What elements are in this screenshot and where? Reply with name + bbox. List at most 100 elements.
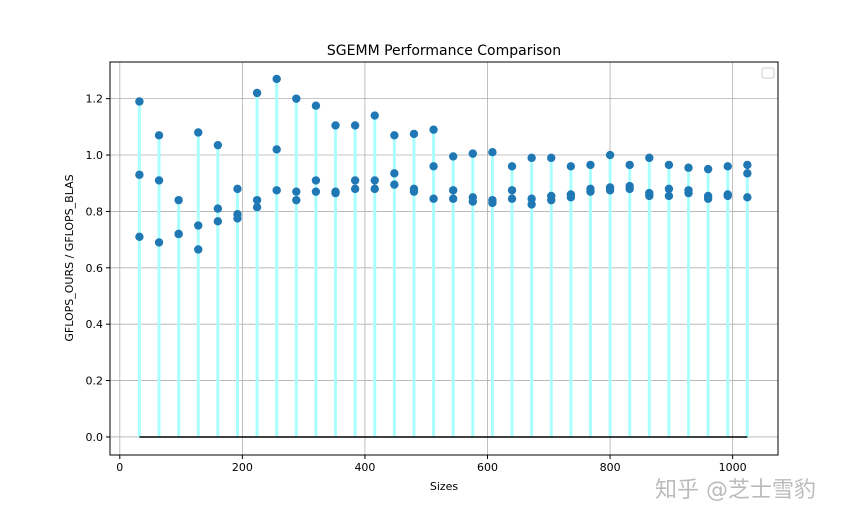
data-point xyxy=(664,160,674,170)
data-point xyxy=(213,217,223,226)
data-point xyxy=(468,149,478,158)
data-point xyxy=(625,160,634,170)
data-point xyxy=(194,245,203,254)
data-point xyxy=(311,176,321,185)
data-point xyxy=(664,184,674,194)
y-tick-label: 1.2 xyxy=(86,93,104,106)
data-point xyxy=(507,194,517,203)
watermark: 知乎 @芝士雪豹 xyxy=(655,478,816,503)
data-point xyxy=(292,94,301,103)
data-point xyxy=(154,238,164,247)
data-point xyxy=(350,184,360,194)
x-ticks: 0 200 400 600 800 1000 xyxy=(116,455,747,474)
data-point xyxy=(390,169,399,178)
data-point xyxy=(625,184,634,194)
data-point xyxy=(252,195,262,205)
x-tick-label: 800 xyxy=(600,461,621,474)
data-point xyxy=(174,229,183,239)
y-tick-label: 0.8 xyxy=(86,205,104,218)
data-point xyxy=(390,131,399,140)
data-point xyxy=(468,197,478,206)
data-point xyxy=(547,153,556,163)
data-point xyxy=(135,170,144,179)
data-point xyxy=(331,121,340,130)
data-point xyxy=(194,221,203,230)
x-tick-label: 0 xyxy=(116,461,123,474)
x-tick-label: 400 xyxy=(354,461,375,474)
grid xyxy=(110,62,778,455)
data-point xyxy=(233,184,242,194)
data-point xyxy=(331,188,340,198)
data-point xyxy=(272,74,281,84)
data-point xyxy=(488,198,497,208)
data-point xyxy=(311,101,321,110)
data-point xyxy=(645,153,654,163)
data-point xyxy=(370,176,379,185)
data-point xyxy=(566,193,576,202)
chart-title: SGEMM Performance Comparison xyxy=(327,43,561,59)
data-point xyxy=(154,131,164,140)
data-point xyxy=(350,176,360,185)
data-point xyxy=(370,111,379,120)
y-tick-label: 1.0 xyxy=(86,149,104,162)
data-point xyxy=(448,186,458,195)
data-point xyxy=(527,153,536,163)
data-point xyxy=(233,214,242,223)
y-tick-label: 0.2 xyxy=(86,375,104,388)
data-point xyxy=(429,162,438,171)
data-point xyxy=(409,187,419,196)
data-point xyxy=(703,194,713,203)
data-point xyxy=(507,162,517,171)
y-tick-label: 0.0 xyxy=(86,431,104,444)
data-point xyxy=(429,194,438,203)
data-point xyxy=(684,188,693,198)
data-point xyxy=(684,163,693,172)
y-ticks: 0.0 0.2 0.4 0.6 0.8 1.0 1.2 xyxy=(86,93,110,444)
y-axis-label: GFLOPS_OURS / GFLOPS_BLAS xyxy=(63,174,76,341)
data-point xyxy=(390,180,399,189)
data-point xyxy=(448,194,458,203)
data-point xyxy=(743,160,752,170)
data-point xyxy=(605,150,615,160)
stems xyxy=(137,78,749,438)
points xyxy=(135,74,752,254)
data-point xyxy=(252,202,262,212)
data-point xyxy=(135,232,144,241)
data-point xyxy=(664,191,674,201)
x-axis-label: Sizes xyxy=(430,480,459,493)
data-point xyxy=(292,195,301,205)
x-tick-label: 200 xyxy=(232,461,253,474)
data-point xyxy=(350,121,360,130)
data-point xyxy=(213,204,223,213)
data-point xyxy=(213,140,223,150)
data-point xyxy=(605,186,615,195)
data-point xyxy=(566,162,576,171)
y-tick-label: 0.6 xyxy=(86,262,104,275)
data-point xyxy=(448,152,458,161)
data-point xyxy=(507,186,517,195)
x-tick-label: 1000 xyxy=(719,461,747,474)
data-point xyxy=(174,195,183,205)
data-point xyxy=(272,145,281,154)
data-point xyxy=(194,128,203,137)
data-point xyxy=(488,148,497,157)
data-point xyxy=(743,169,752,178)
data-point xyxy=(252,88,262,98)
data-point xyxy=(586,187,595,196)
data-point xyxy=(586,160,595,170)
data-point xyxy=(723,162,732,171)
data-point xyxy=(703,164,713,174)
data-point xyxy=(527,200,536,209)
y-tick-label: 0.4 xyxy=(86,318,104,331)
plot-frame xyxy=(109,61,779,456)
data-point xyxy=(743,193,752,202)
data-point xyxy=(370,184,379,194)
data-point xyxy=(135,97,144,106)
data-point xyxy=(311,187,321,196)
data-point xyxy=(272,186,281,195)
x-tick-label: 600 xyxy=(477,461,498,474)
data-point xyxy=(292,187,301,196)
legend-box xyxy=(761,67,775,79)
data-point xyxy=(645,191,654,201)
data-point xyxy=(429,125,438,134)
